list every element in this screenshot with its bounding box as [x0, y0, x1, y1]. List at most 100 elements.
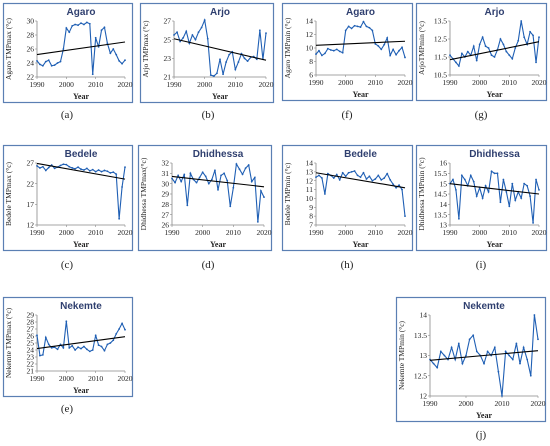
data-point [201, 171, 204, 174]
data-point [523, 182, 526, 185]
data-point [537, 338, 539, 341]
panel-caption: (g) [474, 109, 488, 121]
data-point [118, 60, 121, 62]
trend-line [315, 172, 406, 189]
data-point [195, 181, 198, 184]
y-tick-label: 25 [27, 339, 35, 348]
x-axis-label: Year [212, 92, 228, 101]
y-tick-label: 11 [306, 185, 313, 194]
chart-title: Arjo [210, 7, 230, 18]
data-point [97, 46, 100, 48]
data-point [326, 47, 329, 50]
y-tick-label: 12 [27, 221, 35, 230]
data-point [432, 362, 435, 365]
x-tick-label: 2000 [472, 78, 487, 87]
data-point [508, 354, 511, 357]
data-point [347, 25, 350, 28]
x-tick-label: 2000 [195, 228, 210, 237]
x-tick-label: 2010 [502, 78, 517, 87]
data-point [383, 43, 386, 46]
y-tick-label: 13.5 [434, 210, 447, 219]
data-point [62, 163, 65, 166]
data-point [171, 177, 173, 180]
data-point [490, 54, 493, 57]
y-tick-label: 13 [420, 351, 428, 360]
data-point [77, 346, 79, 349]
data-point [258, 29, 261, 32]
data-point [47, 166, 50, 169]
data-point [186, 204, 189, 207]
data-point [401, 46, 403, 49]
data-point [404, 215, 406, 218]
data-point [121, 186, 123, 188]
data-point [100, 345, 103, 348]
x-tick-label: 2020 [257, 228, 272, 237]
data-point [53, 167, 56, 170]
y-tick-label: 8 [309, 212, 313, 221]
data-point [210, 178, 213, 181]
data-point [505, 50, 508, 53]
data-point [321, 54, 323, 57]
data-point [508, 205, 511, 208]
data-point [77, 24, 79, 27]
data-point [97, 344, 100, 346]
data-point [50, 64, 53, 67]
data-point [191, 34, 194, 36]
data-point [220, 174, 222, 177]
data-point [91, 349, 94, 351]
x-tick-label: 2000 [59, 374, 74, 383]
data-point [324, 52, 326, 55]
data-point [182, 36, 185, 39]
y-tick-label: 8 [309, 57, 313, 66]
trend-line [449, 41, 540, 61]
data-point [502, 178, 505, 181]
y-tick-label: 32 [162, 159, 170, 168]
data-point [487, 47, 490, 49]
data-point [335, 173, 338, 176]
data-point [59, 164, 62, 167]
x-tick-label: 2010 [88, 228, 103, 237]
data-point [353, 170, 356, 172]
data-point [383, 177, 386, 179]
data-point [47, 343, 50, 346]
data-point [338, 50, 341, 53]
data-point [94, 334, 97, 337]
data-point [94, 170, 97, 173]
data-point [341, 171, 344, 174]
data-point [118, 217, 121, 220]
data-point [183, 173, 186, 176]
data-point [209, 74, 212, 77]
data-point [493, 346, 496, 349]
data-point [484, 184, 487, 187]
data-point [392, 48, 395, 51]
x-tick-label: 2010 [88, 80, 103, 89]
data-point [326, 172, 329, 175]
data-point [486, 350, 489, 353]
data-point [315, 176, 317, 179]
data-point [118, 328, 121, 330]
x-tick-label: 1990 [167, 80, 182, 89]
data-point [439, 350, 442, 353]
x-tick-label: 1990 [443, 228, 458, 237]
data-point [260, 190, 262, 192]
chart-svg-a: Agaro 22 24 26 28 30 1990 2000 2010 2020 Year Agaro… [2, 2, 134, 104]
y-tick-label: 12 [306, 176, 314, 185]
data-point [47, 59, 50, 62]
panel-caption: (f) [341, 109, 353, 121]
data-point [511, 358, 514, 361]
x-tick-label: 2020 [532, 228, 547, 237]
trend-line [36, 41, 126, 56]
data-point [106, 42, 109, 45]
data-point [74, 167, 77, 170]
chart-svg-j: Nekemte 12 12.5 13 13.5 14 1990 2000 2010 2020 Yea… [395, 296, 547, 423]
panel-frame [2, 144, 134, 252]
data-point [380, 178, 383, 181]
data-point [457, 342, 460, 345]
data-point [263, 196, 265, 198]
data-point [62, 48, 65, 50]
y-tick-label: 15.5 [434, 169, 447, 178]
data-point [371, 179, 374, 182]
data-point [450, 346, 453, 349]
data-point [398, 49, 400, 52]
